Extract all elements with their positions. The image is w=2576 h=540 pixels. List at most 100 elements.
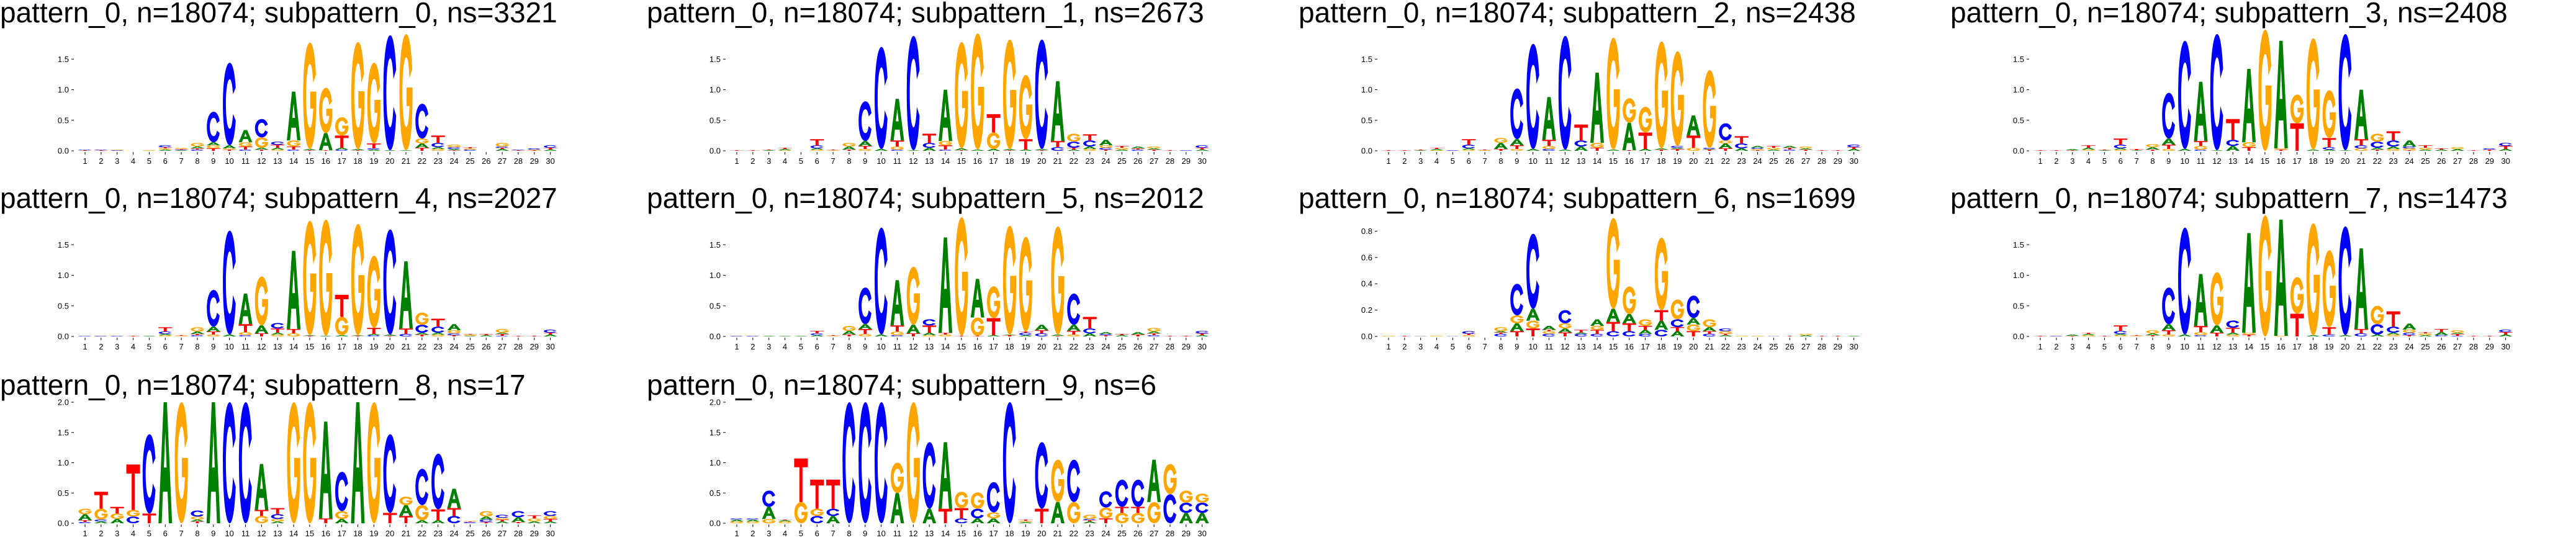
logo-letter-A [527, 521, 541, 523]
logo-letter-T [1783, 148, 1797, 150]
logo-letter-C [1196, 331, 1209, 334]
logo-letter-G [1019, 236, 1032, 332]
x-tick-label: 26 [1133, 342, 1142, 351]
logo-letter-C [2483, 148, 2496, 150]
logo-letter-C [1623, 331, 1636, 336]
logo-letter-T [254, 333, 269, 336]
logo-letter-T [2402, 150, 2416, 151]
logo-letter-A [399, 505, 413, 516]
logo-letter-A [543, 521, 557, 523]
logo-letter-A [190, 520, 204, 522]
logo-letter-G [2387, 335, 2400, 336]
logo-letter-C [1083, 519, 1096, 521]
logo-position [1147, 459, 1161, 523]
logo-position [174, 402, 188, 523]
x-tick-label: 16 [2277, 156, 2286, 166]
logo-letter-C [1131, 150, 1145, 151]
x-tick-label: 5 [799, 529, 803, 538]
logo-letter-T [1195, 148, 1209, 150]
logo-letter-T [318, 518, 333, 523]
logo-letter-A [1734, 148, 1749, 151]
logo-letter-G [1590, 326, 1604, 330]
logo-letter-G [367, 63, 381, 144]
x-tick-label: 9 [2166, 342, 2171, 351]
logo-letter-A [110, 519, 124, 523]
y-tick-label: 2.0 [58, 398, 69, 407]
x-tick-label: 12 [2212, 156, 2221, 166]
logo-letter-A [1622, 122, 1636, 151]
logo-letter-C [544, 330, 557, 333]
logo-letter-C [238, 402, 252, 523]
x-tick-label: 15 [305, 529, 314, 538]
x-tick-label: 6 [815, 529, 819, 538]
logo-position [302, 220, 317, 336]
x-tick-label: 2 [1402, 342, 1407, 351]
logo-letter-A [335, 519, 349, 523]
x-tick-label: 25 [2421, 156, 2430, 166]
logo-position [543, 330, 557, 336]
x-tick-label: 15 [305, 156, 314, 166]
x-tick-label: 16 [322, 529, 330, 538]
x-tick-label: 5 [147, 529, 151, 538]
logo-letter-A [2226, 333, 2240, 335]
logo-position [302, 42, 317, 151]
logo-letter-T [2242, 147, 2256, 151]
logo-letter-A [415, 520, 429, 523]
x-tick-label: 23 [1737, 342, 1745, 351]
x-tick-label: 10 [1528, 342, 1537, 351]
logo-position [2274, 40, 2288, 151]
x-tick-label: 8 [2150, 342, 2155, 351]
logo-position [939, 237, 953, 336]
logo-letter-A [1019, 335, 1033, 336]
logo-letter-C [2226, 320, 2240, 328]
logo-letter-G [971, 317, 984, 336]
logo-letter-T [511, 522, 525, 523]
x-tick-label: 9 [863, 342, 867, 351]
logo-position [431, 318, 445, 336]
logo-position [906, 402, 920, 523]
logo-letter-A [399, 261, 413, 329]
logo-letter-T [1019, 139, 1033, 150]
x-tick-label: 30 [546, 342, 554, 351]
logo-letter-A [1019, 150, 1033, 151]
logo-position [2370, 133, 2384, 151]
x-tick-label: 20 [1689, 156, 1698, 166]
x-tick-label: 6 [163, 342, 168, 351]
x-tick-label: 27 [2453, 156, 2462, 166]
logo-letter-A [2177, 149, 2192, 151]
logo-letter-C [971, 508, 984, 519]
logo-letter-G [2451, 147, 2464, 150]
x-tick-label: 14 [941, 156, 950, 166]
x-tick-label: 7 [179, 156, 183, 166]
logo-position [511, 150, 525, 151]
logo-letter-G [287, 402, 300, 523]
x-tick-label: 19 [369, 156, 378, 166]
logo-position [1574, 124, 1588, 151]
logo-letter-C [2114, 331, 2127, 335]
logo-letter-C [1606, 331, 1620, 336]
logo-letter-T [1195, 333, 1209, 336]
logo-letter-A [1051, 502, 1065, 523]
logo-letter-T [174, 149, 189, 150]
logo-letter-A [1847, 149, 1861, 151]
logo-position [1035, 325, 1049, 336]
logo-letter-G [1083, 149, 1097, 151]
logo-position [1163, 150, 1177, 151]
x-tick-label: 14 [1593, 342, 1601, 351]
logo-letter-T [543, 148, 557, 150]
x-tick-label: 3 [115, 529, 119, 538]
logo-letter-A [271, 333, 285, 335]
x-tick-label: 11 [241, 156, 250, 166]
logo-position [1195, 493, 1209, 523]
y-tick-label: 0.5 [709, 115, 721, 125]
logo-letter-A [1195, 150, 1209, 151]
logo-position [2242, 233, 2256, 336]
logo-letter-T [2418, 145, 2433, 148]
logo-letter-G [1639, 107, 1652, 133]
y-tick-label: 1.5 [58, 240, 69, 250]
x-tick-label: 17 [989, 342, 998, 351]
logo-letter-G [415, 138, 429, 144]
logo-letter-A [174, 150, 189, 151]
logo-letter-G [1147, 146, 1161, 149]
logo-letter-T [2114, 325, 2128, 331]
